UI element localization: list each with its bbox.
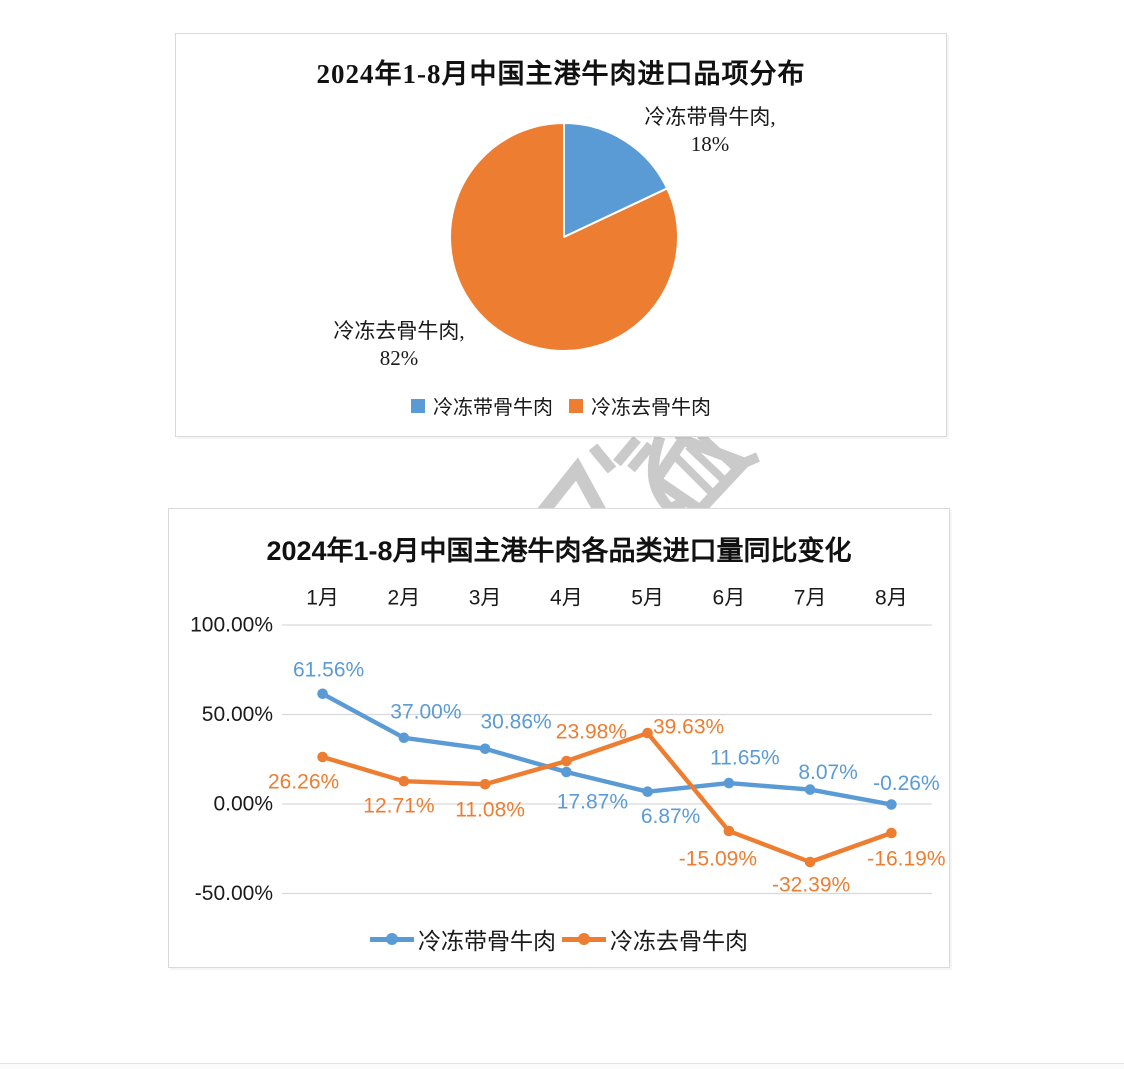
legend-label: 冷冻带骨牛肉 — [433, 397, 553, 419]
y-axis-tick-label: -50.00% — [195, 882, 273, 905]
page-bottom-edge — [0, 1063, 1124, 1069]
data-point-frozen-boneless-beef-3月 — [479, 778, 491, 790]
data-point-frozen-bone-in-beef-8月 — [886, 799, 897, 810]
y-axis-tick-label: 50.00% — [202, 703, 273, 726]
line-chart-legend: 冷冻带骨牛肉 冷冻去骨牛肉 — [169, 922, 949, 956]
data-point-frozen-bone-in-beef-7月 — [804, 784, 816, 795]
line-series-frozen-bone-in-beef — [320, 691, 894, 807]
line-legend-item-frozen-bone-in-beef: 冷冻带骨牛肉 — [370, 922, 556, 956]
pie-callout-bone-in: 冷冻带骨牛肉, 18% — [590, 104, 830, 158]
pie-slice-frozen-boneless-beef — [449, 122, 679, 352]
line-series-frozen-boneless-beef — [320, 730, 894, 865]
pie-callout-bone-in-value: 18% — [690, 132, 730, 156]
line-chart-panel: 2024年1-8月中国主港牛肉各品类进口量同比变化 100.00% 50.00% 0… — [168, 508, 950, 968]
data-point-frozen-bone-in-beef-2月 — [398, 732, 410, 744]
data-point-frozen-bone-in-beef-1月 — [317, 688, 328, 700]
x-axis-label-4: 4月 — [550, 587, 583, 610]
pie-callout-boneless: 冷冻去骨牛肉, 82% — [279, 318, 519, 372]
data-point-frozen-bone-in-beef-5月 — [642, 786, 653, 797]
pie-callout-bone-in-label: 冷冻带骨牛肉, — [644, 105, 776, 129]
data-label-frozen-boneless-beef-8月: -16.19% — [867, 848, 945, 871]
line-chart-title: 2024年1-8月中国主港牛肉各品类进口量同比变化 — [266, 536, 852, 566]
pie-callout-boneless-label: 冷冻去骨牛肉, — [333, 319, 465, 343]
pie-slice-frozen-bone-in-beef — [563, 122, 669, 238]
data-label-frozen-bone-in-beef-2月: 37.00% — [390, 700, 461, 723]
data-label-frozen-boneless-beef-6月: -15.09% — [679, 848, 757, 871]
data-label-frozen-bone-in-beef-3月: 30.86% — [480, 710, 551, 733]
data-label-frozen-bone-in-beef-6月: 11.65% — [710, 747, 780, 770]
data-label-frozen-boneless-beef-5月: 39.63% — [653, 716, 724, 739]
data-point-frozen-boneless-beef-7月 — [804, 856, 816, 868]
legend-swatch-frozen-boneless-beef — [569, 398, 583, 413]
x-axis-label-3: 3月 — [469, 587, 502, 610]
data-label-frozen-bone-in-beef-8月: -0.26% — [873, 772, 940, 795]
data-label-frozen-bone-in-beef-5月: 6.87% — [641, 805, 701, 828]
data-label-frozen-boneless-beef-4月: 23.98% — [556, 721, 627, 744]
x-axis-label-8: 8月 — [875, 587, 908, 610]
data-point-frozen-boneless-beef-5月 — [642, 727, 653, 739]
legend-label: 冷冻去骨牛肉 — [610, 929, 748, 954]
data-point-frozen-bone-in-beef-4月 — [561, 766, 572, 778]
legend-label: 冷冻去骨牛肉 — [591, 397, 711, 419]
line-chart: 100.00% 50.00% 0.00% -50.00% 1月 2月 3月 4月 5月 6月 7月 8… — [190, 587, 945, 906]
pie-legend-item-frozen-bone-in-beef: 冷冻带骨牛肉 — [411, 391, 553, 420]
data-point-frozen-boneless-beef-1月 — [317, 751, 328, 763]
data-label-frozen-bone-in-beef-4月: 17.87% — [557, 791, 628, 814]
y-axis-tick-label: 0.00% — [213, 793, 273, 816]
data-point-frozen-boneless-beef-6月 — [723, 825, 735, 837]
pie-chart — [449, 122, 679, 352]
x-axis-label-7: 7月 — [794, 587, 827, 610]
pie-legend-item-frozen-boneless-beef: 冷冻去骨牛肉 — [569, 391, 711, 420]
legend-line-marker-frozen-boneless-beef — [562, 926, 606, 952]
data-label-frozen-boneless-beef-1月: 26.26% — [268, 771, 339, 794]
legend-swatch-frozen-bone-in-beef — [411, 398, 425, 413]
legend-label: 冷冻带骨牛肉 — [418, 929, 556, 954]
x-axis-label-5: 5月 — [631, 587, 664, 610]
data-point-frozen-bone-in-beef-6月 — [723, 777, 735, 789]
pie-chart-title: 2024年1-8月中国主港牛肉进口品项分布 — [316, 59, 806, 89]
data-label-frozen-bone-in-beef-1月: 61.56% — [293, 658, 364, 681]
x-axis-label-1: 1月 — [306, 587, 339, 610]
data-point-frozen-boneless-beef-8月 — [886, 827, 897, 839]
y-axis-tick-label: 100.00% — [190, 614, 273, 637]
data-point-frozen-boneless-beef-2月 — [398, 775, 410, 787]
data-point-frozen-bone-in-beef-3月 — [479, 743, 491, 755]
line-legend-item-frozen-boneless-beef: 冷冻去骨牛肉 — [562, 922, 748, 956]
pie-chart-panel: 2024年1-8月中国主港牛肉进口品项分布 冷冻带骨牛肉, 18% 冷冻去骨牛肉… — [175, 33, 947, 437]
data-label-frozen-boneless-beef-2月: 12.71% — [363, 795, 434, 818]
pie-legend: 冷冻带骨牛肉 冷冻去骨牛肉 — [176, 391, 946, 420]
x-axis-label-2: 2月 — [388, 587, 421, 610]
x-axis-label-6: 6月 — [713, 587, 746, 610]
data-point-frozen-boneless-beef-4月 — [561, 755, 572, 767]
data-label-frozen-bone-in-beef-7月: 8.07% — [798, 761, 858, 784]
data-label-frozen-boneless-beef-3月: 11.08% — [455, 799, 525, 822]
legend-line-marker-frozen-bone-in-beef — [370, 926, 414, 952]
pie-callout-boneless-value: 82% — [379, 346, 419, 370]
data-label-frozen-boneless-beef-7月: -32.39% — [772, 874, 850, 897]
